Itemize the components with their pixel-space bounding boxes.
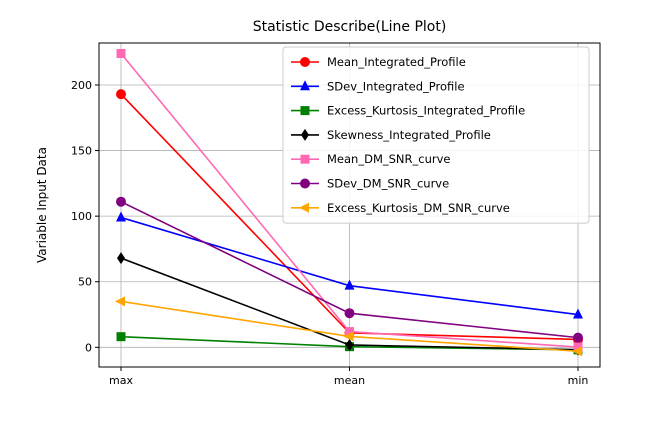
legend-label: Excess_Kurtosis_DM_SNR_curve [327,201,510,215]
data-point [345,338,354,351]
legend-item: Mean_DM_SNR_curve [291,152,450,166]
series-SDev_Integrated_Profile [116,211,583,319]
y-axis-ticks: 0 50 100 150 200 [71,79,99,354]
legend-item: Excess_Kurtosis_Integrated_Profile [291,104,525,118]
series-layer [115,48,583,357]
legend-marker [300,154,310,164]
data-point [117,252,125,265]
y-tick-label: 150 [71,145,92,158]
data-point [116,48,126,58]
data-point [573,342,583,352]
data-point [573,308,583,319]
series-Mean_DM_SNR_curve [116,48,583,352]
legend-label: Mean_DM_SNR_curve [327,152,450,166]
y-axis-label: Variable Input Data [35,147,49,263]
data-point [345,327,354,337]
legend-label: SDev_DM_SNR_curve [327,177,449,191]
x-tick-label: mean [334,374,365,387]
data-point [344,308,355,319]
legend-label: Skewness_Integrated_Profile [327,128,491,142]
legend-marker [300,178,310,189]
legend-item: SDev_Integrated_Profile [291,79,465,93]
legend-item: Mean_Integrated_Profile [291,55,466,69]
data-point [116,196,126,207]
data-point [573,332,583,343]
x-tick-label: min [568,374,589,387]
y-tick-label: 200 [71,79,92,92]
legend-marker [300,106,310,116]
legend: Mean_Integrated_Profile SDev_Integrated_P… [282,46,590,224]
data-point [115,296,125,307]
legend-label: SDev_Integrated_Profile [327,79,465,93]
series-SDev_DM_SNR_curve [116,196,583,343]
legend-marker [300,57,310,67]
x-tick-label: max [109,374,133,387]
data-point [572,346,582,357]
legend-box [282,46,590,224]
legend-marker [299,202,309,213]
legend-label: Excess_Kurtosis_Integrated_Profile [327,104,525,118]
legend-item: SDev_DM_SNR_curve [291,177,449,191]
y-tick-label: 0 [85,341,92,354]
legend-label: Mean_Integrated_Profile [327,55,466,69]
legend-marker [301,128,309,141]
x-axis-ticks: max mean min [109,367,588,387]
data-point [116,211,126,222]
legend-marker [300,80,310,91]
y-tick-label: 50 [78,276,92,289]
series-Excess_Kurtosis_DM_SNR_curve [115,296,582,357]
legend-item: Excess_Kurtosis_DM_SNR_curve [291,201,510,215]
chart-title: Statistic Describe(Line Plot) [253,19,447,35]
data-point [343,331,354,342]
y-tick-label: 100 [71,210,92,223]
data-point [344,279,355,290]
legend-item: Skewness_Integrated_Profile [291,128,491,142]
data-point [116,89,126,100]
data-point [116,332,126,342]
